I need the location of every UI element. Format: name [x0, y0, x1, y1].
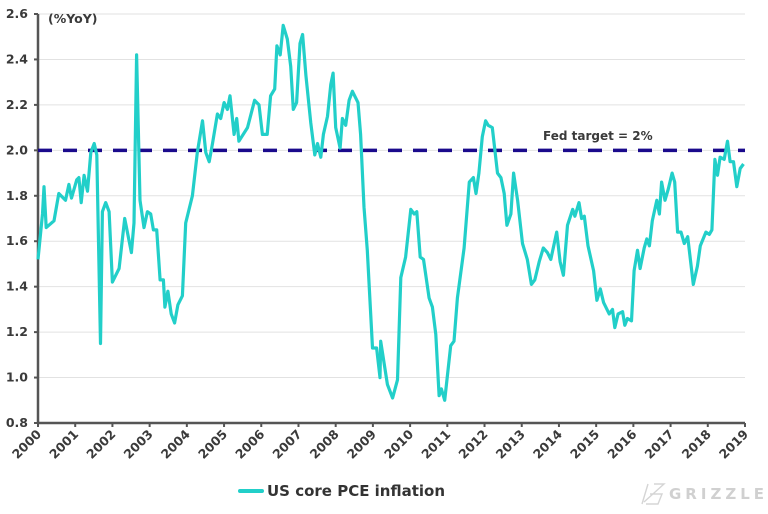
x-tick-label: 2012 [455, 427, 490, 462]
x-tick-label: 2019 [716, 427, 751, 462]
legend: US core PCE inflation [238, 482, 445, 500]
x-tick-label: 2018 [679, 427, 714, 462]
x-tick-label: 2014 [530, 426, 565, 461]
y-tick-label: 1.4 [6, 279, 28, 294]
x-tick-label: 2001 [46, 427, 81, 462]
y-tick-label: 1.0 [6, 370, 28, 385]
y-tick-label: 2.6 [6, 6, 28, 21]
x-tick-label: 2007 [269, 427, 304, 462]
x-tick-label: 2011 [418, 427, 453, 462]
gridlines [38, 13, 745, 379]
x-tick-label: 2003 [121, 427, 156, 462]
x-tick-label: 2008 [307, 427, 342, 462]
grizzle-logo-icon [641, 483, 666, 505]
x-tick-label: 2015 [567, 427, 602, 462]
y-tick-label: 2.4 [6, 51, 28, 66]
x-tick-label: 2004 [158, 426, 193, 461]
y-tick-label: 1.2 [6, 324, 28, 339]
x-tick-label: 2010 [381, 426, 416, 461]
y-tick-label: 1.6 [6, 233, 28, 248]
y-tick-label: 0.8 [6, 415, 28, 430]
x-tick-label: 2005 [195, 427, 230, 462]
x-tick-label: 2000 [9, 426, 44, 461]
y-tick-label: 1.8 [6, 188, 28, 203]
series-line-us-core-pce [36, 23, 745, 402]
x-axis-ticks: 2000 2001 2002 2003 2004 2005 2006 2007 2008 2009… [9, 423, 751, 462]
grizzle-logo: GRIZZLE [640, 482, 768, 506]
legend-swatch [238, 489, 264, 493]
fed-target-label: Fed target = 2% [543, 129, 653, 143]
x-tick-label: 2002 [83, 427, 118, 462]
y-axis-ticks: 0.8 1.0 1.2 1.4 1.6 1.8 2.0 2.2 2.4 2.6 [6, 6, 38, 430]
x-tick-label: 2017 [641, 427, 676, 462]
y-tick-label: 2.2 [6, 97, 28, 112]
x-tick-label: 2009 [344, 427, 379, 462]
y-axis-unit-label: (%YoY) [48, 11, 98, 26]
y-tick-label: 2.0 [6, 142, 28, 157]
x-tick-label: 2016 [604, 426, 639, 461]
x-tick-label: 2013 [493, 427, 528, 462]
legend-label: US core PCE inflation [267, 482, 446, 500]
logo-text: GRIZZLE [669, 485, 768, 503]
x-tick-label: 2006 [232, 426, 267, 461]
